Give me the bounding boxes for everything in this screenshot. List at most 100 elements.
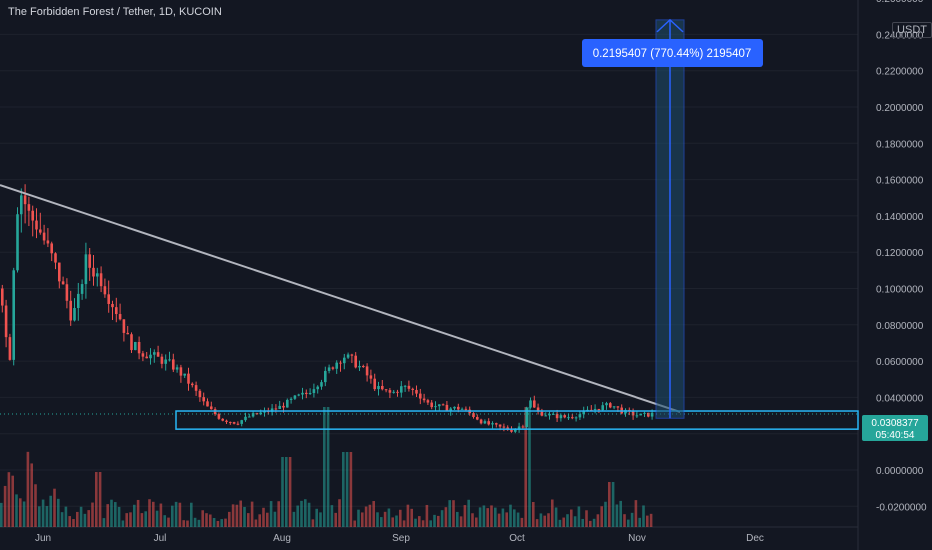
- y-tick-label: 0.0400000: [876, 393, 924, 404]
- projection-label-box: [582, 39, 763, 67]
- candle-body: [403, 385, 407, 387]
- volume-bar: [26, 451, 30, 527]
- candle-body: [251, 413, 255, 417]
- candle-body: [510, 429, 513, 432]
- volume-bar: [585, 510, 588, 527]
- volume-bar: [387, 508, 391, 527]
- candle-body: [464, 408, 468, 410]
- volume-bar: [467, 499, 470, 527]
- candle-body: [23, 195, 27, 205]
- volume-bar: [528, 407, 531, 527]
- volume-bar: [345, 452, 349, 527]
- volume-bar: [281, 457, 284, 527]
- volume-bar: [592, 518, 596, 527]
- candle-body: [1, 288, 4, 306]
- candle-body: [20, 195, 23, 215]
- volume-bar: [535, 519, 539, 527]
- chart-title: The Forbidden Forest / Tether, 1D, KUCOI…: [8, 6, 222, 18]
- volume-bar: [380, 517, 383, 527]
- volume-bar: [402, 520, 406, 527]
- volume-bar: [406, 504, 410, 527]
- candle-body: [69, 300, 72, 321]
- volume-bar: [611, 482, 615, 527]
- volume-bar: [250, 501, 254, 527]
- volume-bar: [22, 501, 26, 527]
- volume-bar: [414, 518, 417, 527]
- volume-bar: [83, 513, 87, 527]
- volume-bar: [410, 508, 413, 527]
- candle-body: [457, 406, 460, 410]
- volume-bar: [216, 520, 220, 527]
- candle-body: [358, 365, 361, 368]
- candle-body: [327, 367, 331, 371]
- volume-bar: [608, 482, 611, 527]
- candle-body: [593, 408, 597, 411]
- candle-body: [354, 355, 357, 368]
- candle-body: [46, 240, 50, 244]
- candle-body: [103, 286, 107, 295]
- volume-bar: [186, 520, 189, 527]
- volume-bar: [239, 500, 242, 527]
- candle-body: [346, 354, 350, 358]
- volume-bar: [129, 512, 132, 527]
- candle-body: [479, 419, 483, 424]
- y-tick-label: -0.0200000: [876, 502, 927, 513]
- candle-body: [198, 390, 202, 398]
- candle-body: [521, 426, 525, 428]
- candle-body: [441, 404, 445, 406]
- volume-bar: [353, 520, 356, 527]
- candle-body: [430, 402, 433, 408]
- candle-body: [582, 410, 585, 415]
- volume-bar: [171, 505, 174, 527]
- x-tick-label: Nov: [628, 533, 646, 544]
- volume-bar: [64, 506, 68, 527]
- volume-bar: [19, 498, 22, 527]
- candle-body: [483, 421, 487, 424]
- volume-bar: [174, 501, 178, 527]
- x-tick-label: Aug: [273, 533, 291, 544]
- currency-badge[interactable]: USDT: [892, 22, 932, 38]
- candle-body: [415, 389, 418, 394]
- candle-body: [411, 388, 414, 390]
- candle-body: [529, 400, 532, 408]
- volume-bar: [323, 407, 326, 527]
- candle-body: [141, 353, 145, 357]
- candle-body: [179, 367, 183, 376]
- volume-bar: [444, 507, 448, 527]
- volume-bar: [361, 512, 364, 527]
- volume-bar: [34, 484, 37, 527]
- x-tick-label: Jun: [35, 533, 51, 544]
- candle-body: [84, 254, 88, 285]
- last-price-label: 0.0308377: [871, 418, 919, 429]
- volume-bar: [288, 457, 292, 527]
- volume-bar: [247, 513, 250, 527]
- volume-bar: [49, 495, 52, 527]
- candle-body: [453, 406, 456, 409]
- candle-body: [149, 354, 152, 359]
- volume-bar: [547, 513, 550, 527]
- candle-body: [301, 392, 304, 395]
- candle-body: [647, 412, 650, 417]
- candle-body: [339, 362, 342, 364]
- volume-bar: [554, 507, 558, 527]
- candle-body: [8, 337, 12, 360]
- candle-body: [460, 408, 464, 410]
- candle-body: [487, 421, 490, 425]
- volume-bar: [570, 509, 573, 527]
- candle-body: [384, 389, 388, 391]
- candle-body: [536, 407, 540, 412]
- volume-bar: [136, 499, 140, 527]
- candle-body: [122, 319, 126, 333]
- volume-bar: [566, 514, 569, 527]
- volume-bar: [482, 505, 486, 527]
- candle-body: [316, 386, 319, 390]
- volume-bar: [471, 513, 474, 527]
- candle-body: [137, 341, 141, 354]
- candle-body: [80, 284, 84, 294]
- volume-bar: [163, 515, 166, 527]
- volume-bar: [509, 504, 512, 527]
- trendline: [0, 184, 681, 413]
- volume-bar: [102, 518, 106, 527]
- candle-body: [229, 421, 232, 423]
